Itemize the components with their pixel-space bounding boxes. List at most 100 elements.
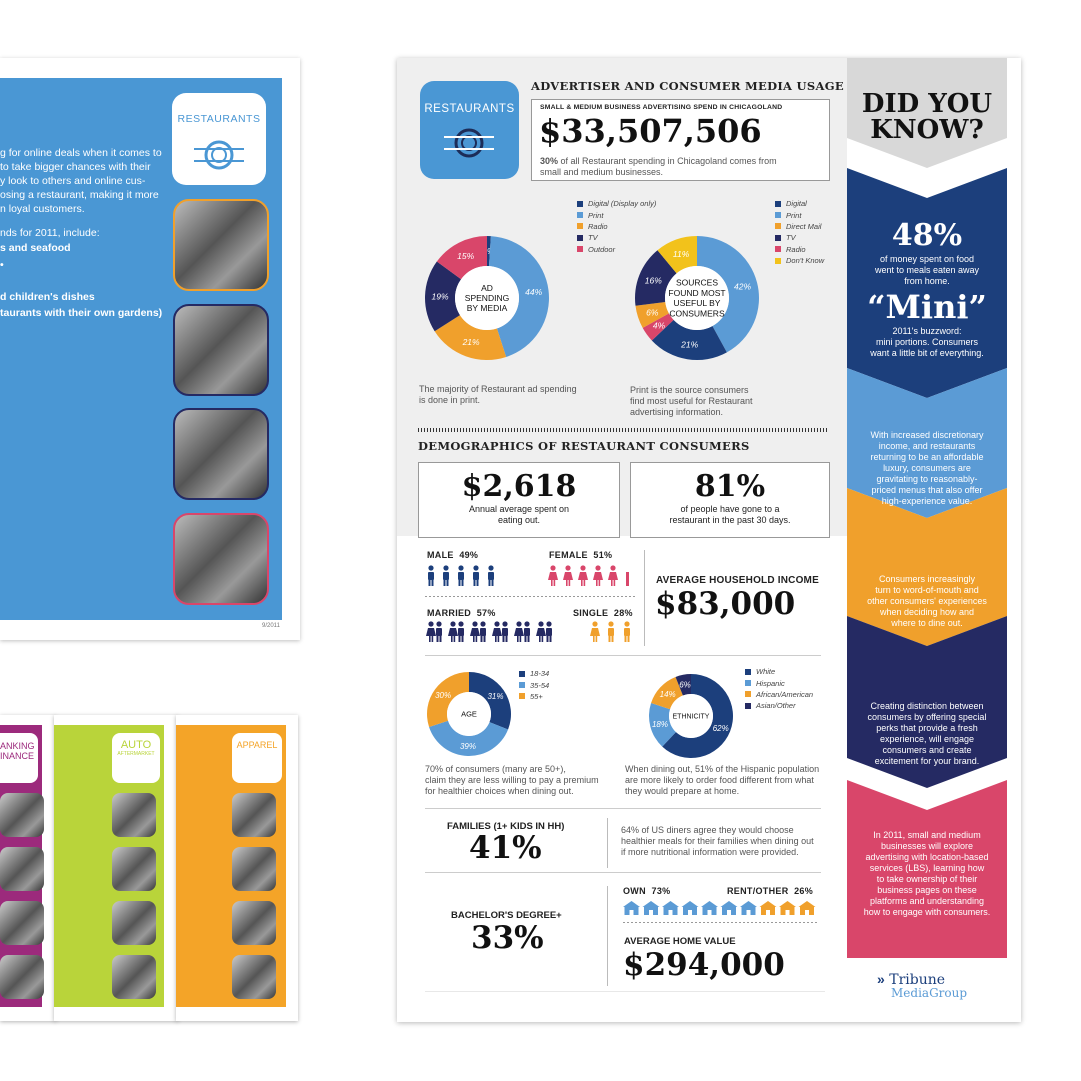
slice-label: 21% [680,339,698,349]
legend-item: Direct Mail [775,221,824,232]
house-icon [662,901,679,915]
age-caption-line-2: claim they are less willing to pay a pre… [425,775,599,785]
sidebar-text-line: perks that provide a fresh [876,723,978,733]
legend-label: Print [786,210,802,220]
sidebar-text-line: services (LBS), learning how [869,863,985,873]
families-text-line-2: healthier meals for their families when … [621,836,814,846]
rent-stat: RENT/OTHER 26% [727,886,813,896]
left-text-2: to take bigger chances with their [0,161,151,173]
legend-label: Print [588,210,604,220]
left-photo-3 [173,408,269,500]
female-person-icon [426,621,436,642]
plate-icon [444,128,494,158]
donut-center-label: BY MEDIA [467,303,508,313]
legend-item: White [745,666,813,677]
slice-label: 39% [460,742,476,751]
did-you-know-title-2: KNOW? [870,115,984,145]
legend-label: Don't Know [786,256,825,266]
legend-swatch [745,668,751,675]
female-person-icon [514,621,524,642]
left-trend-1: s and seafood [0,242,71,254]
legend-label: Digital (Display only) [588,199,657,209]
married-stat: MARRIED 57% [427,608,496,618]
auto-photo-4 [112,955,156,999]
income-label: AVERAGE HOUSEHOLD INCOME [656,575,819,586]
single-label: SINGLE [573,608,609,618]
legend-swatch [577,234,583,241]
home-value: $294,000 [623,947,785,983]
donut-center-label: AGE [461,710,477,719]
house-icon [798,901,816,915]
male-people-icons [428,565,494,586]
banking-photo-1 [0,793,44,837]
slice-35-54 [429,720,509,756]
legend-swatch [519,682,525,689]
married-people-icons [426,621,552,642]
sidebar-text-line: platforms and understanding [869,896,985,906]
left-text-3: y look to others and online cus- [0,175,146,187]
section-divider-3 [425,872,821,873]
slice-radio [434,315,507,360]
left-trend-bullet: • [0,259,4,271]
legend-swatch [775,234,781,241]
banking-badge: ANKING INANCE [0,733,38,783]
ad-spending-caption: The majority of Restaurant ad spending i… [419,384,577,406]
donut-center-label: SOURCES [676,278,718,288]
female-person-icon [590,621,600,642]
legend-label: Hispanic [756,678,785,688]
sidebar-text-line: With increased discretionary [870,430,984,440]
families-value: 41% [469,830,542,866]
legend-label: Outdoor [588,244,616,254]
house-icon [681,901,699,915]
sidebar-text-line: In 2011, small and medium [873,830,981,840]
spent-eating-value: $2,618 [461,469,577,504]
slice-label: 18% [652,720,668,729]
donut-hole [455,266,519,330]
sidebar-text-line: businesses will explore [880,841,974,851]
auto-sub-label: AFTERMARKET [117,751,155,757]
eth-caption-line-3: they would prepare at home. [625,786,740,796]
legend-swatch [745,691,751,698]
sidebar-text-line: when deciding how and [879,607,975,617]
sidebar-text-line: advertising with location-based [865,852,989,862]
section-divider-1 [425,655,821,656]
slice-label: 62% [713,724,729,733]
sidebar-text-line: consumers by offering special [867,712,987,722]
legend-item: Radio [775,244,824,255]
sidebar-text-line: priced menus that also offer [871,485,983,495]
mini-text-line-3: want a little bit of everything. [870,348,984,358]
slice-label: 4% [653,321,666,331]
age-chart: 31% 39% 30% AGE [427,672,511,756]
sidebar-text-line: income, and restaurants [878,441,976,451]
spend-value: $33,507,506 [539,112,762,150]
logo-chevron-icon: » [877,971,885,987]
slice-label: 19% [432,292,449,302]
restaurant-visit-text-2: restaurant in the past 30 days. [669,515,791,525]
legend-label: African/American [756,689,814,699]
plate-icon [194,140,244,170]
female-person-icon [536,621,546,642]
slice-print [489,236,549,357]
legend-label: 35-54 [530,680,550,690]
legend-item: Hispanic [745,677,813,688]
sidebar-text-line: business pages on these [877,885,977,895]
ethnicity-legend: White Hispanic African/American Asian/Other [745,666,813,712]
male-person-icon [458,565,464,586]
slice-label: 31% [487,692,503,701]
legend-item: Print [775,209,824,220]
src-caption-line-3: advertising information. [630,407,724,417]
sidebar-text-line: to take ownership of their [876,874,978,884]
left-date: 9/2011 [262,623,280,629]
media-usage-header: ADVERTISER AND CONSUMER MEDIA USAGE [531,79,844,93]
male-person-icon [488,565,494,586]
ad-caption-line-1: The majority of Restaurant ad spending [419,384,577,394]
legend-swatch [775,223,781,230]
footnote-rule [425,991,825,992]
slice-label: 16% [645,276,662,286]
sidebar-text-line: returning to be an affordable [870,452,984,462]
restaurant-visit-box: 81% of people have gone to a restaurant … [630,462,830,538]
legend-item: Outdoor [577,244,656,255]
slice-tv [425,261,462,332]
legend-swatch [745,680,751,687]
